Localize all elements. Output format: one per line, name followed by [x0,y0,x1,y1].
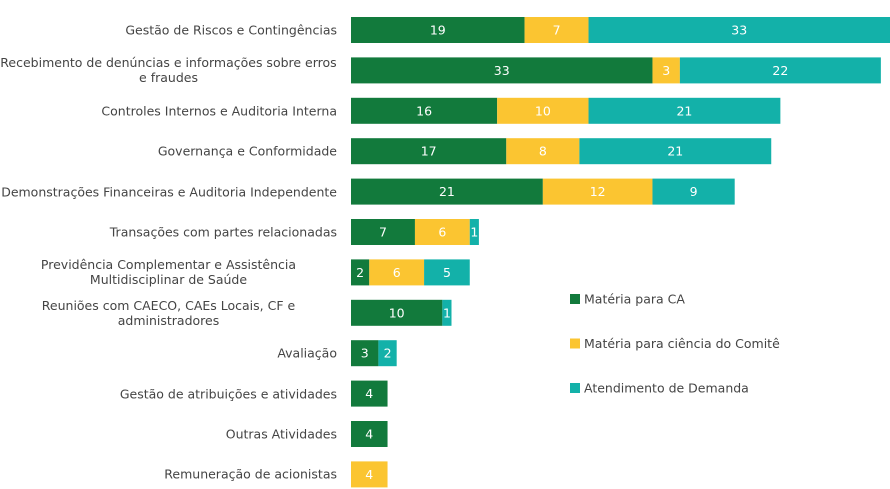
value-label: 3 [662,63,670,78]
category-label: Previdência Complementar e Assistência M… [40,257,297,288]
bar-segment [351,340,379,367]
value-label: 21 [667,144,683,159]
legend-label: Matéria para ciência do Comitê [584,336,780,351]
bar-segment [588,17,890,43]
bar-segment [542,178,653,205]
bar-segment [351,380,388,407]
category-label: Controles Internos e Auditoria Interna [101,103,337,119]
value-label: 8 [539,144,547,159]
bar-segment [679,57,881,84]
value-label: 21 [676,103,692,118]
legend-swatch [570,383,580,393]
bar-segment [497,97,589,124]
bar-segment [378,340,397,367]
category-label: Recebimento de denúncias e informações s… [0,55,337,86]
category-label: Transações com partes relacionadas [109,224,337,240]
value-label: 33 [731,23,747,38]
value-label: 3 [361,346,369,361]
bar-segment [369,259,425,286]
value-label: 2 [384,346,392,361]
bar-segment [442,299,452,326]
bar-segment [506,138,580,165]
value-label: 10 [389,305,405,320]
value-label: 1 [470,225,478,240]
value-label: 4 [365,386,373,401]
value-label: 1 [443,305,451,320]
bar-segment [588,97,781,124]
value-label: 12 [590,184,606,199]
value-label: 7 [379,225,387,240]
value-label: 9 [690,184,698,199]
legend-swatch [570,294,580,304]
bar-segment [414,219,470,245]
category-label: Outras Atividades [225,426,337,442]
bar-segment [579,138,772,165]
legend-label: Matéria para CA [584,292,685,307]
value-label: 33 [494,63,510,78]
bar-segment [652,57,680,84]
category-label: Reuniões com CAECO, CAEs Locais, CF e ad… [41,297,296,328]
value-label: 22 [772,63,788,78]
value-label: 10 [535,103,551,118]
category-label: Gestão de atribuições e atividades [119,386,337,402]
category-label: Remuneração de acionistas [164,466,337,482]
bar-segment [351,57,653,84]
bar-segment [424,259,470,286]
bar-segment [351,17,525,43]
bar-segment [351,259,370,286]
value-label: 6 [393,265,401,280]
category-label: Gestão de Riscos e Contingências [125,22,337,38]
value-label: 16 [416,103,432,118]
bar-segment [351,421,388,447]
bar-segment [351,299,443,326]
value-label: 4 [365,467,373,482]
legend-label: Atendimento de Demanda [584,381,749,396]
value-label: 5 [443,265,451,280]
value-label: 17 [421,144,437,159]
legend-swatch [570,338,580,349]
bar-segment [524,17,589,43]
bar-segment [351,97,498,124]
value-label: 19 [430,23,446,38]
bar-segment [351,138,507,165]
bar-segment [351,461,388,488]
value-label: 2 [356,265,364,280]
bar-segment [351,219,415,245]
bar-segment [351,178,543,205]
category-label: Demonstrações Financeiras e Auditoria In… [1,184,337,200]
category-label: Governança e Conformidade [157,143,337,159]
value-label: 6 [438,225,446,240]
value-label: 4 [365,427,373,442]
category-label: Avaliação [277,345,337,361]
value-label: 7 [553,23,561,38]
value-label: 21 [439,184,455,199]
bar-segment [652,178,735,205]
bar-segment [469,219,479,245]
